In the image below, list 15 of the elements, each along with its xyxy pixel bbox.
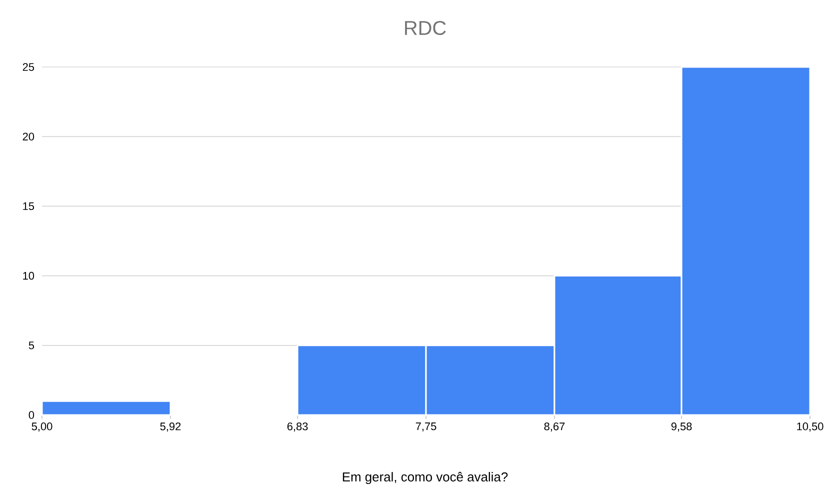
x-tick-label: 9,58	[671, 422, 692, 432]
y-tick-label: 25	[22, 63, 34, 71]
x-tick-label: 5,00	[32, 422, 52, 432]
x-tick-label: 6,83	[287, 422, 308, 432]
x-axis-title: Em geral, como você avalia?	[342, 472, 508, 484]
y-tick-label: 0	[28, 411, 34, 419]
chart-title: RDC	[405, 20, 446, 36]
y-tick-label: 15	[23, 202, 34, 210]
x-tick-label: 7,75	[416, 422, 436, 432]
y-tick-label: 5	[28, 342, 34, 350]
x-tick-label: 10,50	[797, 422, 824, 432]
y-tick-label: 20	[22, 132, 34, 140]
x-tick-label: 8,67	[544, 422, 565, 432]
x-tick-label: 5,92	[160, 422, 181, 432]
y-tick-label: 10	[23, 272, 34, 280]
